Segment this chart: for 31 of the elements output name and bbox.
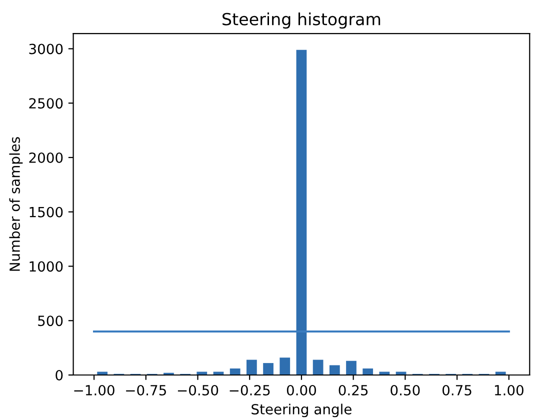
x-tick-label: −0.75 bbox=[126, 384, 166, 396]
bar bbox=[329, 365, 340, 376]
x-tick-label: −0.50 bbox=[178, 384, 218, 396]
bar bbox=[296, 50, 307, 376]
y-tick-label: 1000 bbox=[30, 261, 63, 272]
y-axis-title: Number of samples bbox=[9, 137, 23, 271]
x-tick-label: 0.50 bbox=[390, 384, 420, 396]
bar bbox=[196, 372, 208, 376]
x-tick-label: 1.00 bbox=[494, 384, 524, 396]
chart-title: Steering histogram bbox=[222, 12, 380, 29]
bar bbox=[280, 358, 290, 376]
x-tick-label: 0.25 bbox=[338, 384, 368, 396]
bar bbox=[246, 360, 257, 376]
x-tick-label: −0.25 bbox=[230, 384, 270, 396]
y-tick-label: 0 bbox=[56, 370, 63, 380]
x-tick-label: 0.75 bbox=[442, 384, 472, 396]
y-tick-label: 500 bbox=[38, 316, 63, 326]
y-tick-label: 1500 bbox=[30, 206, 63, 218]
y-tick-label: 2000 bbox=[29, 152, 63, 163]
x-axis-title: Steering angle bbox=[252, 404, 352, 418]
bar bbox=[346, 360, 356, 376]
y-tick-label: 2500 bbox=[29, 98, 63, 109]
x-tick-label: 0.00 bbox=[286, 384, 316, 396]
bar bbox=[97, 372, 108, 376]
x-tick-label: −1.00 bbox=[74, 384, 114, 396]
bar bbox=[263, 363, 274, 376]
bar bbox=[495, 372, 506, 376]
bar bbox=[362, 368, 374, 376]
y-tick-label: 3000 bbox=[29, 44, 63, 54]
bar bbox=[312, 360, 324, 376]
bar bbox=[230, 368, 240, 376]
